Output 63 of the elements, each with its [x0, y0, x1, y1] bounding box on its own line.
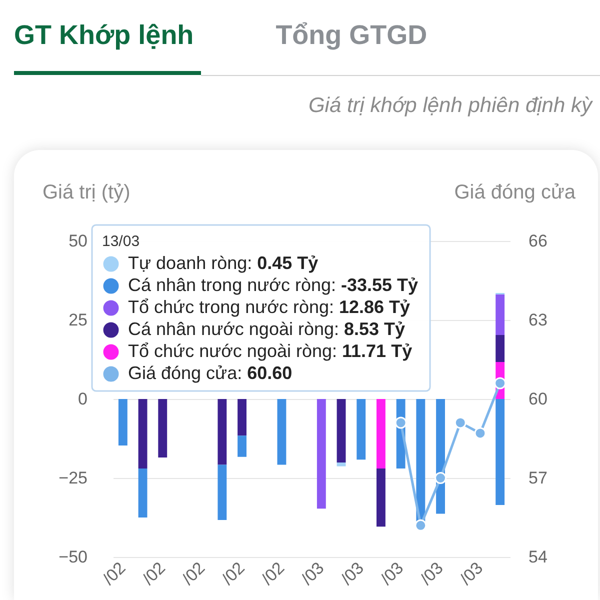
bar	[416, 399, 426, 524]
annotation: -33.55 Tỷ	[340, 275, 418, 295]
bar	[118, 399, 128, 446]
chart-title: GT Khớp lệnh	[14, 19, 194, 52]
bar	[376, 468, 386, 527]
annotation: 0.45 Tỷ	[257, 253, 318, 273]
legend-label: Tổ chức nước ngoài ròng:	[128, 341, 338, 361]
legend-title: 13/03	[102, 233, 140, 250]
x-tick-label: /03	[337, 558, 368, 589]
bar	[238, 436, 246, 457]
legend-label: Giá đóng cửa:	[128, 363, 242, 383]
annotation: 60.60	[247, 363, 292, 383]
bar	[238, 399, 246, 436]
y2-axis-title: Giá đóng cửa	[454, 182, 576, 204]
x-tick-label: /03	[456, 558, 487, 589]
legend-label: Cá nhân nước ngoài ròng:	[128, 319, 339, 339]
point	[494, 377, 506, 390]
text: Tổng GTGD	[276, 19, 428, 52]
bar	[158, 399, 168, 458]
point	[474, 427, 486, 440]
y-tick-label: −25	[58, 468, 88, 488]
legend-label: Cá nhân trong nước ròng:	[128, 275, 336, 295]
y-axis-title: Giá trị (tỷ)	[42, 182, 130, 204]
y-tick-label: −50	[58, 548, 88, 566]
y-tick-label: 0	[78, 390, 88, 408]
bar	[496, 294, 505, 336]
bar	[496, 335, 505, 362]
legend-label: Tự doanh ròng:	[128, 253, 252, 273]
y2-tick-label: 66	[528, 232, 548, 250]
x-tick-label: /02	[138, 558, 169, 589]
x-tick-label: /02	[99, 558, 130, 589]
point	[454, 416, 466, 429]
x-tick-label: /03	[377, 558, 408, 589]
y-tick-label: 50	[68, 232, 88, 250]
point	[414, 519, 427, 532]
point	[434, 472, 447, 484]
legend-label: Tổ chức trong nước ròng:	[128, 297, 334, 317]
y2-tick-label: 63	[528, 310, 548, 330]
annotation: 12.86 Tỷ	[339, 297, 410, 317]
y2-tick-label: 54	[528, 548, 548, 566]
chart-subtitle: Giá trị khớp lệnh phiên định kỳ	[308, 93, 592, 119]
bar	[336, 399, 346, 463]
x-tick-label: /03	[298, 558, 328, 589]
bar	[376, 399, 386, 469]
y2-tick-label: 60	[528, 390, 548, 408]
x-tick-label: /02	[258, 558, 288, 589]
bar	[336, 462, 346, 466]
x-tick-label: /02	[218, 558, 248, 589]
bar	[356, 399, 366, 460]
y2-tick-label: 57	[528, 468, 548, 488]
annotation: 8.53 Tỷ	[344, 319, 406, 339]
x-tick-label: /03	[416, 558, 447, 589]
bar	[277, 399, 286, 465]
bar	[316, 399, 326, 509]
bar	[496, 399, 505, 506]
bar	[218, 464, 227, 520]
point	[394, 416, 407, 429]
y-tick-label: 25	[68, 310, 88, 330]
bar	[218, 399, 227, 465]
bar	[138, 468, 148, 518]
x-tick-label: /02	[178, 558, 209, 589]
bar	[138, 399, 148, 469]
annotation: 11.71 Tỷ	[342, 341, 412, 361]
